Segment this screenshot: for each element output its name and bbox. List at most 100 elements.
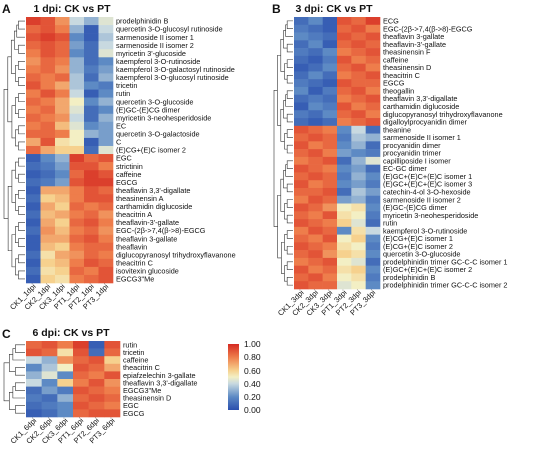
- heatmap-cell: [26, 186, 41, 195]
- heatmap-row-label: EGC-(2β->7,4(β->8)-EGCG: [116, 226, 206, 235]
- heatmap-row-label: C: [116, 138, 121, 147]
- heatmap-cell: [55, 49, 70, 58]
- dendrogram-branch: [286, 199, 293, 208]
- heatmap-cell: [98, 137, 114, 147]
- heatmap-cell: [55, 41, 70, 50]
- heatmap-cell: [55, 210, 70, 219]
- heatmap-cell: [308, 133, 323, 142]
- heatmap-cell: [294, 63, 309, 72]
- heatmap-row-label: theaflavin 3,3'-digallate: [383, 94, 457, 103]
- heatmap-row-label: myricetin 3-neohesperidoside: [383, 211, 478, 220]
- heatmap-cell: [294, 125, 309, 134]
- heatmap-cell: [40, 41, 56, 50]
- heatmap-cell: [84, 17, 99, 26]
- heatmap-cell: [88, 379, 105, 387]
- heatmap-cell: [308, 281, 323, 290]
- heatmap-cell: [98, 226, 114, 235]
- heatmap-cell: [104, 356, 121, 365]
- dendrogram-branch: [9, 354, 16, 372]
- heatmap-cell: [337, 32, 352, 41]
- dendrogram-branch: [15, 194, 19, 211]
- dendrogram-branch: [284, 133, 288, 150]
- heatmap-cell: [351, 211, 366, 220]
- heatmap-cell: [351, 141, 366, 150]
- heatmap-cell: [351, 118, 366, 127]
- heatmap-cell: [40, 234, 56, 243]
- heatmap-cell: [55, 194, 70, 203]
- heatmap-cell: [84, 170, 99, 179]
- heatmap-cell: [308, 40, 323, 49]
- heatmap-cell: [98, 145, 114, 155]
- heatmap-cell: [84, 226, 99, 235]
- heatmap-cell: [351, 156, 366, 165]
- dendrogram-branch: [14, 30, 19, 50]
- heatmap-cell: [337, 24, 352, 33]
- heatmap-cell: [26, 401, 42, 410]
- heatmap-cell: [84, 41, 99, 50]
- heatmap-cell: [26, 33, 41, 42]
- heatmap-cell: [294, 32, 309, 41]
- heatmap-cell: [69, 81, 85, 90]
- heatmap-cell: [308, 257, 323, 266]
- heatmap-cell: [26, 363, 42, 372]
- heatmap-cell: [55, 250, 70, 260]
- heatmap-row-label: diglucopyranosyl trihydroxyflavanone: [116, 250, 236, 259]
- heatmap-cell: [26, 386, 42, 395]
- heatmap-cell: [69, 89, 85, 98]
- heatmap-cell: [351, 32, 366, 41]
- heatmap-cell: [40, 49, 56, 58]
- dendrogram-branch: [285, 94, 293, 107]
- heatmap-cell: [308, 118, 323, 127]
- heatmap-cell: [322, 24, 338, 33]
- panel-c-letter: C: [2, 327, 11, 341]
- heatmap-cell: [308, 110, 323, 119]
- dendrogram-branch: [286, 113, 293, 123]
- heatmap-row-label: myricetin 3'-glucoside: [116, 49, 186, 58]
- heatmap-cell: [26, 81, 41, 90]
- dendrogram-branch: [273, 90, 278, 227]
- heatmap-row-label: caffeine: [383, 55, 408, 64]
- heatmap-cell: [69, 170, 85, 179]
- heatmap-row-label: theasinensin F: [383, 48, 431, 57]
- heatmap-row-label: sarmenoside II isomer 1: [383, 133, 461, 142]
- panel-a-letter: A: [2, 2, 11, 16]
- heatmap-row-label: isovitexin glucoside: [116, 267, 179, 276]
- heatmap-cell: [98, 105, 114, 115]
- heatmap-cell: [69, 65, 85, 74]
- heatmap-cell: [294, 242, 309, 251]
- heatmap-cell: [98, 49, 114, 58]
- dendrogram-branch: [15, 65, 19, 82]
- heatmap-row-label: rutin: [116, 89, 130, 98]
- heatmap-row-label: quercetin 3-O-glucoside: [116, 97, 193, 106]
- heatmap-cell: [351, 125, 366, 134]
- dendrogram-branch: [286, 230, 293, 239]
- heatmap-cell: [98, 210, 114, 219]
- heatmap-cell: [69, 25, 85, 34]
- dendrogram-branch: [285, 24, 293, 37]
- heatmap-cell: [98, 57, 114, 66]
- dendrogram-branch: [15, 382, 25, 391]
- heatmap-cell: [351, 234, 366, 243]
- heatmap-cell: [40, 154, 56, 163]
- heatmap-cell: [351, 17, 366, 26]
- heatmap-cell: [98, 81, 114, 90]
- heatmap-cell: [351, 281, 366, 290]
- heatmap-cell: [84, 178, 99, 187]
- heatmap-cell: [351, 226, 366, 235]
- heatmap-cell: [41, 394, 58, 403]
- heatmap-cell: [84, 137, 99, 147]
- heatmap-cell: [294, 24, 309, 33]
- dendrogram-branch: [3, 362, 10, 402]
- dendrogram-branch: [15, 226, 19, 243]
- heatmap-cell: [294, 156, 309, 165]
- heatmap-cell: [98, 194, 114, 203]
- heatmap-row-label: myricetin 3-neohesperidoside: [116, 113, 211, 122]
- heatmap-cell: [26, 65, 41, 74]
- heatmap-row-label: capilliposide I isomer: [383, 156, 451, 165]
- heatmap-cell: [98, 250, 114, 260]
- dendrogram-branch: [286, 20, 293, 29]
- heatmap-row-label: theanine: [383, 125, 411, 134]
- heatmap-cell: [365, 273, 381, 282]
- heatmap-cell: [337, 40, 352, 49]
